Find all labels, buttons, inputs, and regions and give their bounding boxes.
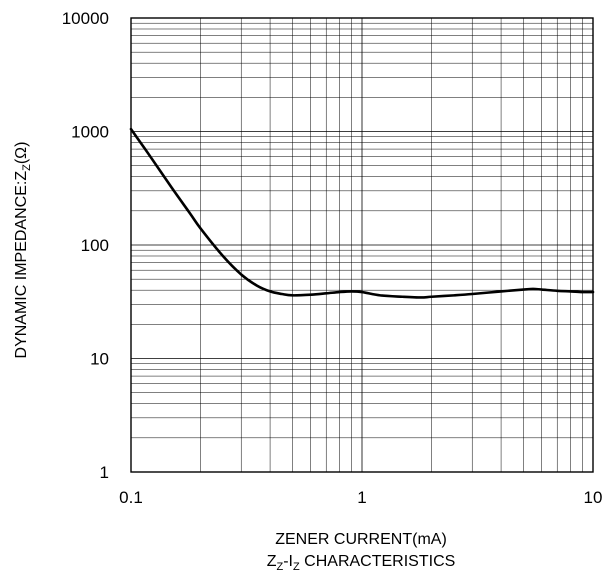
plot-frame (130, 17, 594, 473)
y-tick-label: 100 (81, 236, 109, 255)
impedance-curve (129, 127, 595, 299)
y-axis-label: DYNAMIC IMPEDANCE:ZZ(Ω) (13, 142, 33, 359)
chart-caption: ZZ-IZ CHARACTERISTICS (267, 553, 456, 573)
y-tick-labels: 1 10 100 1000 10000 (62, 9, 109, 482)
y-tick-label: 10 (90, 350, 109, 369)
y-tick-label: 1 (100, 463, 109, 482)
x-tick-label: 0.1 (119, 488, 143, 507)
x-axis-label: ZENER CURRENT(mA) (275, 531, 447, 548)
x-tick-label: 10 (584, 488, 603, 507)
x-tick-label: 1 (357, 488, 366, 507)
x-tick-labels: 0.1 1 10 (119, 488, 602, 507)
y-tick-label: 10000 (62, 9, 109, 28)
y-tick-label: 1000 (71, 123, 109, 142)
